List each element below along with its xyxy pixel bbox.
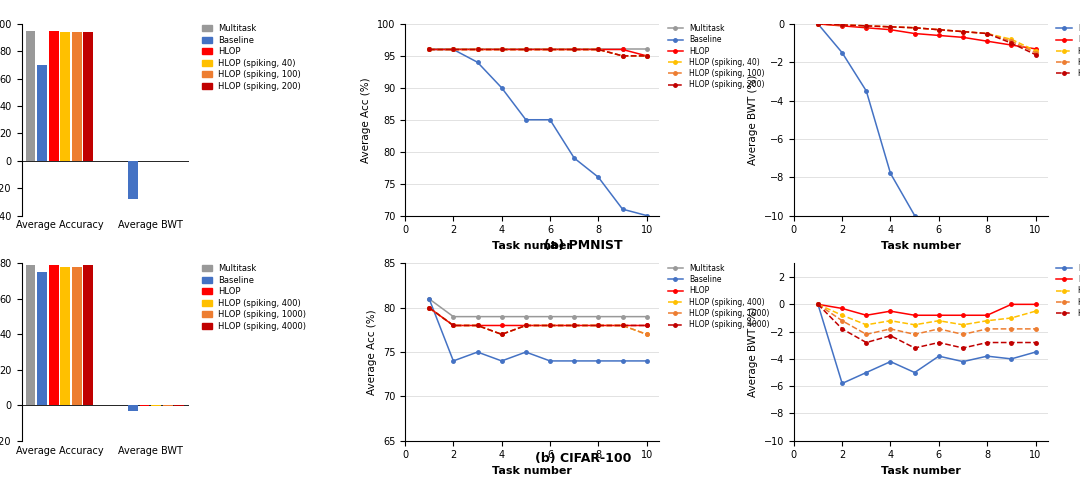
X-axis label: Task number: Task number	[492, 466, 571, 476]
Bar	[60, 32, 70, 161]
Bar	[60, 267, 70, 405]
X-axis label: Task number: Task number	[492, 241, 571, 251]
Bar	[151, 405, 161, 406]
Bar	[129, 405, 138, 411]
Bar	[26, 265, 36, 405]
Legend: Multitask, Baseline, HLOP, HLOP (spiking, 40), HLOP (spiking, 100), HLOP (spikin: Multitask, Baseline, HLOP, HLOP (spiking…	[667, 24, 765, 90]
X-axis label: Task number: Task number	[881, 466, 960, 476]
Bar	[49, 265, 58, 405]
Bar	[26, 31, 36, 161]
Text: (a) PMNIST: (a) PMNIST	[544, 240, 622, 252]
Bar	[49, 31, 58, 161]
Bar	[174, 405, 184, 406]
Legend: Multitask, Baseline, HLOP, HLOP (spiking, 400), HLOP (spiking, 1000), HLOP (spik: Multitask, Baseline, HLOP, HLOP (spiking…	[202, 264, 307, 331]
Legend: Baseline, HLOP, HLOP (spiking, 40), HLOP (spiking, 100), HLOP (spiking, 200): Baseline, HLOP, HLOP (spiking, 40), HLOP…	[1056, 24, 1080, 78]
Y-axis label: Average BWT (%): Average BWT (%)	[748, 75, 758, 165]
Y-axis label: Average BWT (%): Average BWT (%)	[748, 307, 758, 397]
Y-axis label: Average Acc (%): Average Acc (%)	[367, 309, 377, 395]
Bar	[37, 65, 46, 161]
Text: (b) CIFAR-100: (b) CIFAR-100	[535, 452, 632, 465]
Bar	[72, 267, 82, 405]
Bar	[72, 32, 82, 161]
Legend: Baseline, HLOP, HLOP (spiking, 400), HLOP (spiking, 1000), HLOP (spiking, 4000): Baseline, HLOP, HLOP (spiking, 400), HLO…	[1056, 264, 1080, 318]
Bar	[37, 272, 46, 405]
Bar	[129, 161, 138, 199]
Legend: Multitask, Baseline, HLOP, HLOP (spiking, 40), HLOP (spiking, 100), HLOP (spikin: Multitask, Baseline, HLOP, HLOP (spiking…	[202, 24, 301, 91]
X-axis label: Task number: Task number	[881, 241, 960, 251]
Bar	[163, 405, 173, 406]
Bar	[83, 265, 93, 405]
Bar	[83, 32, 93, 161]
Bar	[139, 405, 149, 406]
Y-axis label: Average Acc (%): Average Acc (%)	[362, 77, 372, 162]
Legend: Multitask, Baseline, HLOP, HLOP (spiking, 400), HLOP (spiking, 1000), HLOP (spik: Multitask, Baseline, HLOP, HLOP (spiking…	[667, 264, 770, 329]
